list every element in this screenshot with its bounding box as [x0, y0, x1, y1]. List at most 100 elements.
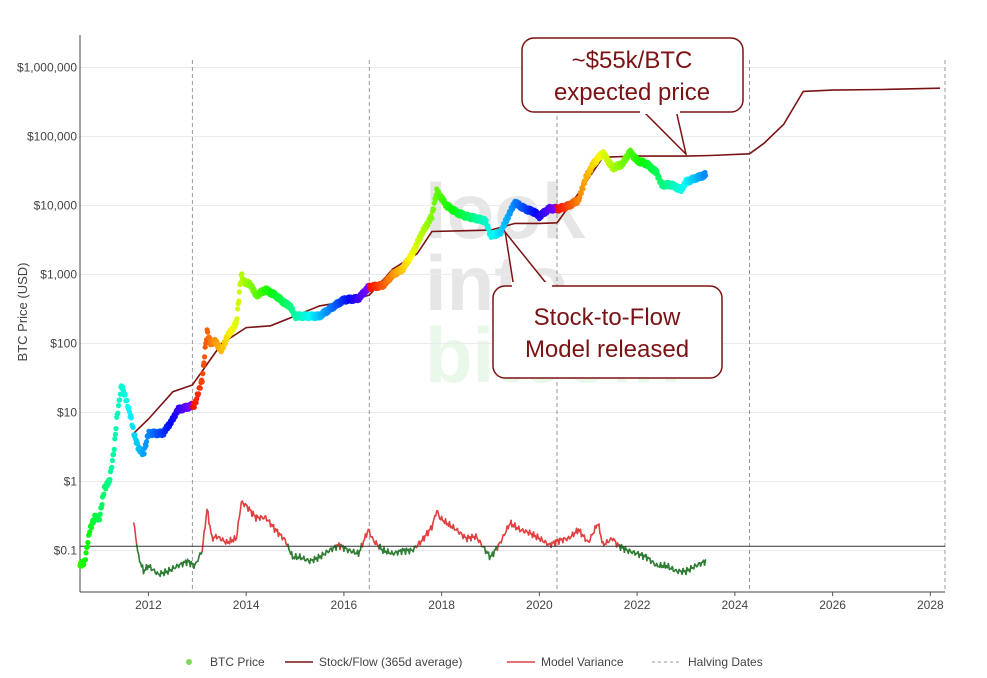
legend-marker-btc-price: [186, 659, 192, 665]
model-variance-segment: [703, 559, 707, 566]
btc-price-point: [115, 403, 122, 409]
btc-price-point: [431, 206, 437, 212]
annotation-expected-price: ~$55k/BTC expected price: [521, 37, 744, 157]
btc-price-point: [144, 439, 150, 445]
model-variance-segment: [239, 501, 243, 512]
model-variance-segment: [204, 516, 207, 529]
btc-price-point: [195, 391, 202, 397]
btc-price-point: [126, 405, 132, 411]
model-variance-segment: [209, 525, 212, 534]
x-tick-label: 2018: [428, 598, 455, 612]
model-variance-segment: [598, 523, 601, 535]
btc-price-point: [412, 248, 418, 254]
model-variance-segment: [236, 520, 240, 534]
btc-price-point: [107, 477, 113, 483]
model-variance-segment: [137, 553, 141, 563]
legend-item-model-variance[interactable]: Model Variance: [507, 655, 624, 669]
model-variance-segment: [492, 549, 496, 558]
btc-price-point: [84, 544, 90, 550]
y-tick-label: $1,000,000: [17, 60, 77, 74]
btc-price-point: [201, 360, 207, 366]
btc-price-point: [96, 517, 103, 523]
btc-price-point: [432, 196, 439, 203]
model-variance-segment: [448, 520, 452, 529]
callout-line-2: expected price: [554, 79, 710, 106]
callout-mask: [640, 108, 680, 114]
model-variance-segment: [207, 510, 210, 525]
x-tick-label: 2016: [331, 598, 358, 612]
btc-price-point: [429, 215, 435, 221]
callout-line-2: Model released: [525, 336, 689, 363]
legend: BTC Price Stock/Flow (365d average) Mode…: [186, 655, 763, 669]
y-tick-label: $1,000: [40, 267, 77, 281]
x-tick-label: 2026: [819, 598, 846, 612]
model-variance-segment: [379, 543, 382, 551]
btc-price-point: [117, 397, 123, 403]
btc-price-point: [656, 174, 662, 180]
legend-item-halving-dates[interactable]: Halving Dates: [652, 655, 763, 669]
x-tick-label: 2028: [917, 598, 944, 612]
legend-item-stock-flow[interactable]: Stock/Flow (365d average): [285, 655, 462, 669]
x-tick-label: 2022: [624, 598, 651, 612]
btc-price-point: [101, 491, 107, 497]
model-variance-segment: [368, 529, 372, 537]
btc-price-point: [233, 320, 239, 326]
y-tick-label: $10,000: [34, 198, 78, 212]
btc-price-point: [109, 457, 115, 464]
annotation-model-released: Stock-to-Flow Model released: [492, 229, 723, 379]
model-variance-segment: [133, 527, 137, 539]
btc-price-point: [124, 397, 130, 403]
model-variance-segment: [135, 543, 139, 552]
legend-label-halving-dates: Halving Dates: [688, 655, 763, 669]
y-tick-label: $100: [50, 336, 77, 350]
legend-label-stock-flow: Stock/Flow (365d average): [319, 655, 462, 669]
x-tick-label: 2024: [722, 598, 749, 612]
btc-price-point: [112, 431, 118, 437]
btc-price-point: [202, 354, 208, 360]
y-tick-label: $10: [57, 405, 77, 419]
legend-item-btc-price[interactable]: BTC Price: [186, 655, 265, 669]
legend-label-btc-price: BTC Price: [210, 655, 265, 669]
callout-pointer: [641, 109, 688, 157]
model-variance-segment: [132, 522, 136, 529]
y-tick-label: $1: [64, 474, 78, 488]
x-tick-label: 2014: [233, 598, 260, 612]
callout-box: [521, 37, 744, 113]
model-variance-segment: [423, 534, 426, 542]
btc-price-point: [109, 464, 115, 471]
btc-price-point: [702, 172, 709, 179]
y-tick-label: $0.1: [54, 543, 78, 557]
y-tick-label: $100,000: [27, 129, 77, 143]
model-variance-segment: [335, 544, 338, 551]
btc-price-point: [85, 539, 91, 546]
model-variance-segment: [235, 531, 239, 540]
btc-price-point: [132, 432, 138, 438]
btc-price-point: [83, 550, 89, 556]
btc-price-point: [236, 289, 242, 295]
callout-pointer: [504, 229, 551, 289]
axes: [79, 35, 945, 593]
model-variance-segment: [238, 509, 242, 519]
btc-price-point: [235, 306, 241, 312]
model-variance-segment: [427, 529, 430, 537]
legend-label-model-variance: Model Variance: [541, 655, 624, 669]
btc-price-point: [143, 443, 149, 449]
btc-price-point: [141, 451, 147, 457]
btc-price-point: [113, 426, 119, 432]
callout-box: [492, 285, 723, 379]
model-variance-segment: [201, 541, 204, 553]
btc-price-point: [122, 392, 128, 398]
y-axis-title: BTC Price (USD): [15, 263, 30, 362]
btc-price-point: [130, 424, 136, 431]
btc-price-point: [115, 410, 121, 416]
x-axis-ticks: 2012 2014 2016 2018 2020 2022 2024 2026 2028: [135, 592, 944, 612]
x-tick-label: 2020: [526, 598, 553, 612]
btc-price-point: [222, 340, 228, 347]
y-axis-ticks: $0.1 $1 $10 $100 $1,000 $10,000 $100,000 $1,000…: [17, 60, 77, 557]
btc-price-point: [197, 385, 203, 391]
model-variance-segment: [365, 531, 369, 538]
btc-price-point: [128, 415, 134, 421]
btc-price-point: [82, 557, 89, 563]
btc-price-point: [200, 371, 206, 377]
